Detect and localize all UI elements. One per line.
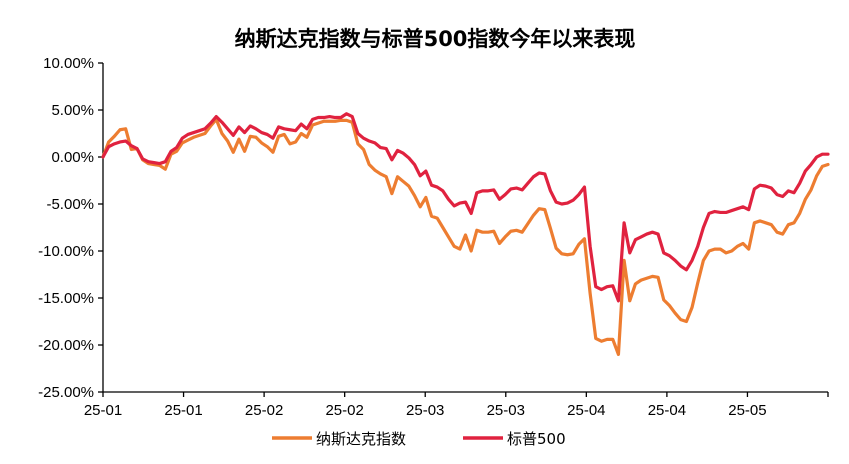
x-tick-label: 25-01 bbox=[84, 402, 122, 419]
y-axis-ticks: 10.00% 5.00% 0.00% -5.00% -10.00% -15.00% -20.… bbox=[38, 55, 103, 401]
x-tick-label: 25-04 bbox=[567, 402, 605, 419]
x-axis-ticks: 25-01 25-01 25-02 25-02 25-03 25-03 25-04 25-04… bbox=[84, 392, 829, 419]
y-tick-label: -25.00% bbox=[38, 384, 94, 401]
x-tick-label: 25-03 bbox=[487, 402, 525, 419]
series-line-sp500 bbox=[101, 112, 830, 303]
x-tick-label: 25-02 bbox=[325, 402, 363, 419]
y-tick-label: -15.00% bbox=[38, 290, 94, 307]
legend-item-sp500: 标普500 bbox=[463, 430, 566, 448]
series-lines bbox=[101, 112, 830, 356]
x-tick-label: 25-04 bbox=[648, 402, 686, 419]
legend-label: 标普500 bbox=[507, 430, 566, 448]
x-tick-label: 25-02 bbox=[245, 402, 283, 419]
legend-label: 纳斯达克指数 bbox=[316, 430, 406, 448]
x-tick-label: 25-01 bbox=[164, 402, 202, 419]
axes bbox=[102, 63, 828, 393]
y-tick-label: 10.00% bbox=[43, 55, 94, 72]
legend: 纳斯达克指数 标普500 bbox=[272, 430, 566, 448]
y-tick-label: 0.00% bbox=[51, 149, 94, 166]
y-tick-label: -10.00% bbox=[38, 243, 94, 260]
x-tick-label: 25-05 bbox=[728, 402, 766, 419]
x-tick-label: 25-03 bbox=[406, 402, 444, 419]
y-tick-label: -5.00% bbox=[46, 196, 94, 213]
legend-item-nasdaq: 纳斯达克指数 bbox=[272, 430, 406, 448]
series-line-nasdaq bbox=[101, 117, 830, 356]
y-tick-label: 5.00% bbox=[51, 102, 94, 119]
y-tick-label: -20.00% bbox=[38, 337, 94, 354]
chart-title: 纳斯达克指数与标普500指数今年以来表现 bbox=[235, 27, 636, 51]
